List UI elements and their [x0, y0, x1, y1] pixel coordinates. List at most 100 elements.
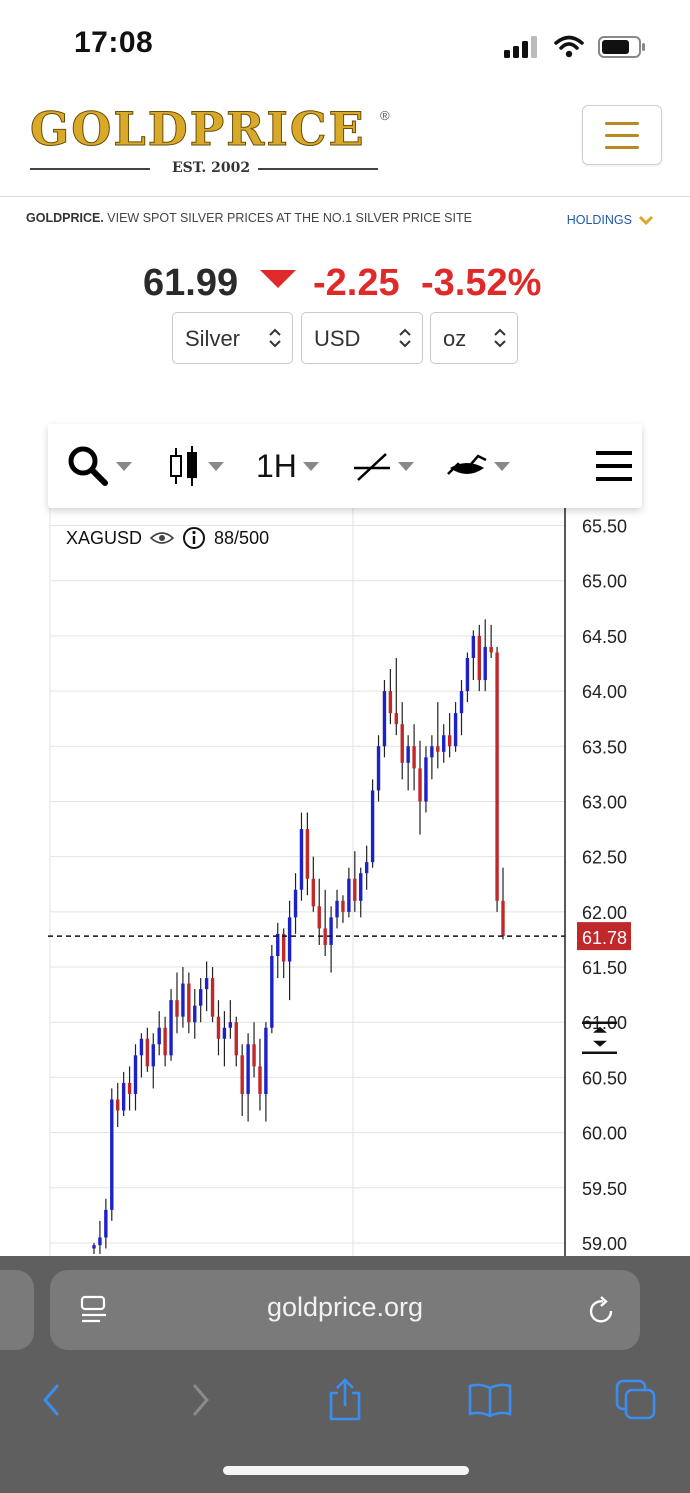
candle-body: [406, 746, 410, 763]
bookmarks-button[interactable]: [462, 1372, 518, 1428]
indicator-icon: [447, 454, 487, 475]
autoscale-icon: [593, 1026, 607, 1047]
drawing-tools-button[interactable]: [352, 442, 414, 490]
back-icon: [43, 1384, 60, 1416]
candle-body: [193, 1005, 197, 1023]
address-bar[interactable]: goldprice.org: [50, 1270, 640, 1350]
tabs-button[interactable]: [608, 1372, 664, 1428]
page-menu-icon[interactable]: [80, 1294, 110, 1326]
candle-body: [317, 906, 321, 929]
back-button[interactable]: [24, 1372, 80, 1428]
candle-body: [187, 983, 191, 1023]
info-icon[interactable]: [182, 526, 206, 550]
tabs-icon: [615, 1379, 656, 1420]
home-indicator: [223, 1466, 469, 1475]
candle-body: [359, 873, 363, 901]
candle-body: [110, 1099, 114, 1210]
updown-chevron-icon: [399, 328, 411, 348]
holdings-link[interactable]: HOLDINGS: [567, 213, 654, 227]
bar-count: 88/500: [214, 527, 270, 548]
candle-body: [489, 646, 493, 653]
candle-body: [335, 900, 339, 918]
candle-body: [311, 878, 316, 907]
price-chart[interactable]: 65.50 65.00 64.50 64.00 63.50 63.00 62.50 62.00…: [48, 508, 642, 1264]
chart-widget: 1H 65.50 65.00 64.50 64.00 63.50: [48, 424, 642, 1264]
chart-area[interactable]: 65.50 65.00 64.50 64.00 63.50 63.00 62.50 62.00…: [48, 508, 642, 1264]
candle-body: [169, 1000, 173, 1056]
url-text: goldprice.org: [266, 1292, 424, 1322]
eye-icon[interactable]: [150, 530, 175, 546]
bookmarks-icon: [468, 1383, 512, 1418]
status-icons: [504, 32, 646, 62]
candle-body: [394, 713, 399, 725]
candle-body: [376, 746, 381, 791]
y-tick-label: 59.50: [582, 1179, 627, 1199]
y-tick-label: 63.50: [582, 737, 627, 757]
candle-body: [418, 768, 422, 802]
candle-body: [465, 657, 470, 692]
candle-body: [139, 1038, 144, 1056]
chart-type-button[interactable]: [168, 442, 224, 490]
chart-menu-button[interactable]: [596, 442, 632, 490]
candle-body: [234, 1022, 238, 1056]
updown-chevron-icon: [269, 328, 281, 348]
candle-body: [121, 1082, 126, 1111]
candle-body: [477, 635, 481, 681]
unit-select[interactable]: oz: [430, 312, 518, 364]
price-change-percent: -3.52%: [421, 262, 542, 304]
candle-body: [210, 978, 215, 1017]
y-tick-label: 60.50: [582, 1068, 627, 1088]
candle-body: [258, 1066, 262, 1094]
forward-button[interactable]: [172, 1372, 228, 1428]
interval-button[interactable]: 1H: [256, 442, 319, 490]
candle-body: [276, 933, 280, 956]
candle-body: [252, 1044, 256, 1067]
candle-body: [204, 978, 209, 990]
candle-body: [116, 1099, 120, 1111]
candle-body: [436, 746, 440, 752]
candle-body: [287, 917, 292, 962]
previous-tab-pill[interactable]: [0, 1270, 34, 1350]
menu-button[interactable]: [582, 105, 662, 165]
goldprice-logo[interactable]: GOLDPRICE ® EST. 2002: [30, 102, 400, 182]
candle-body: [323, 928, 327, 945]
current-price-label: 61.78: [582, 928, 627, 948]
candle-body: [299, 829, 304, 890]
candle-body: [198, 989, 203, 1006]
symbol-name: XAGUSD: [66, 527, 143, 548]
indicators-button[interactable]: [446, 442, 510, 490]
candle-body: [133, 1055, 138, 1094]
logo-wordmark: GOLDPRICE: [30, 102, 366, 157]
drawing-line-icon: [354, 453, 390, 481]
reload-icon[interactable]: [586, 1294, 616, 1326]
y-tick-label: 61.50: [582, 958, 627, 978]
candlestick-icon: [170, 446, 197, 486]
share-button[interactable]: [317, 1372, 373, 1428]
logo-rule-right: [258, 168, 378, 170]
interval-label: 1H: [256, 447, 297, 484]
candle-body: [216, 1016, 221, 1039]
y-tick-label: 62.00: [582, 903, 627, 923]
y-tick-label: 65.50: [582, 517, 627, 537]
wifi-icon: [554, 35, 584, 58]
cellular-signal-icon: [504, 36, 537, 58]
candle-body: [347, 878, 351, 912]
candle-body: [181, 983, 185, 1017]
currency-select[interactable]: USD: [301, 312, 423, 364]
candle-body: [281, 933, 286, 962]
metal-select[interactable]: Silver: [172, 312, 293, 364]
currency-select-value: USD: [314, 326, 361, 351]
y-tick-label: 65.00: [582, 572, 627, 592]
candle-body: [412, 746, 416, 769]
candle-body: [246, 1044, 250, 1094]
candle-body: [424, 757, 428, 802]
y-tick-label: 62.50: [582, 848, 627, 868]
search-button[interactable]: [66, 442, 132, 490]
y-tick-label: 64.50: [582, 627, 627, 647]
candle-body: [305, 829, 310, 879]
hamburger-icon-bar: [605, 146, 639, 149]
y-tick-label: 60.00: [582, 1124, 627, 1144]
selectors: Silver USD oz: [0, 312, 690, 364]
hamburger-icon: [605, 122, 639, 125]
chart-toolbar: 1H: [48, 424, 642, 508]
